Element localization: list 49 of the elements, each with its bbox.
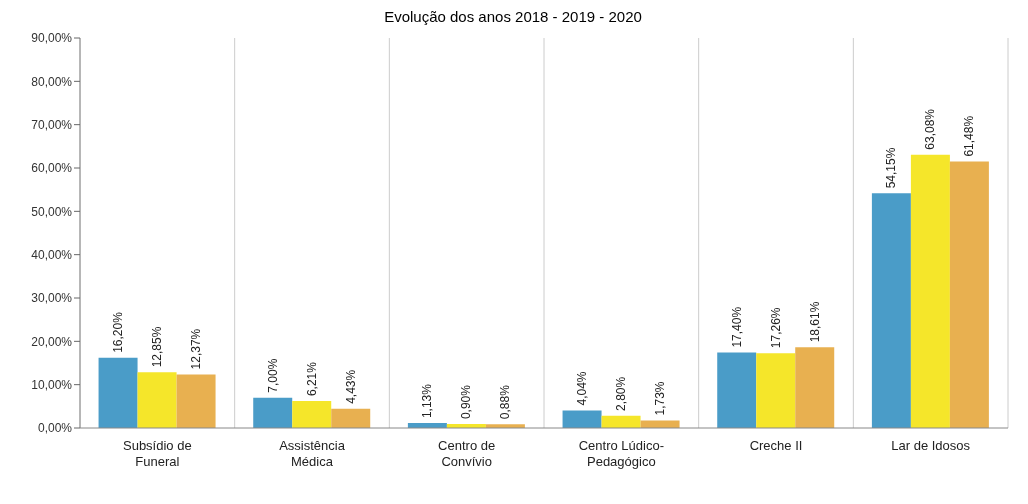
data-label: 18,61% — [807, 301, 822, 343]
x-tick-label: Lar de Idosos — [891, 438, 971, 453]
y-tick-label: 40,00% — [31, 247, 73, 262]
bar — [601, 415, 641, 428]
chart-title: Evolução dos anos 2018 - 2019 - 2020 — [383, 8, 643, 27]
data-label: 17,26% — [768, 307, 783, 349]
y-tick-label: 30,00% — [31, 291, 73, 306]
data-label: 7,00% — [265, 358, 280, 393]
data-label: 17,40% — [729, 306, 744, 348]
data-label: 1,13% — [420, 383, 435, 419]
x-tick-label: Centro de Convívio — [438, 438, 496, 469]
bar — [331, 408, 371, 428]
data-label: 4,43% — [343, 369, 358, 404]
y-tick-label: 0,00% — [37, 421, 73, 436]
bar — [98, 357, 138, 428]
data-label: 63,08% — [923, 108, 938, 150]
data-label: 2,80% — [614, 376, 629, 411]
data-label: 61,48% — [962, 115, 977, 157]
data-label: 4,04% — [575, 371, 590, 406]
y-tick-label: 60,00% — [31, 161, 73, 176]
bar — [949, 161, 989, 428]
data-label: 6,21% — [304, 361, 319, 397]
y-tick-label: 10,00% — [31, 377, 73, 392]
y-tick-label: 50,00% — [31, 204, 73, 219]
x-tick-label: Centro Lúdico-Pedagógico — [578, 438, 664, 469]
bar — [562, 410, 602, 428]
data-label: 12,37% — [189, 328, 204, 370]
bar — [137, 372, 177, 428]
data-label: 1,73% — [653, 381, 668, 416]
data-label: 54,15% — [884, 147, 899, 189]
data-label: 16,20% — [111, 311, 126, 353]
bar — [795, 347, 835, 428]
x-tick-label: Creche II — [749, 438, 803, 453]
y-tick-label: 90,00% — [31, 31, 73, 46]
data-label: 12,85% — [150, 326, 165, 368]
bar — [756, 353, 796, 428]
x-tick-label: Subsídio de Funeral — [123, 438, 192, 469]
bar — [253, 397, 293, 428]
bar — [292, 401, 332, 428]
bar — [717, 352, 757, 428]
bar — [910, 154, 950, 428]
y-tick-label: 20,00% — [31, 334, 73, 349]
y-tick-label: 80,00% — [31, 74, 73, 89]
data-label: 0,90% — [459, 384, 474, 420]
y-tick-label: 70,00% — [31, 117, 73, 132]
x-tick-label: Assistência Médica — [279, 438, 346, 469]
bar — [871, 193, 911, 428]
bar — [176, 374, 216, 428]
data-label: 0,88% — [498, 384, 513, 420]
